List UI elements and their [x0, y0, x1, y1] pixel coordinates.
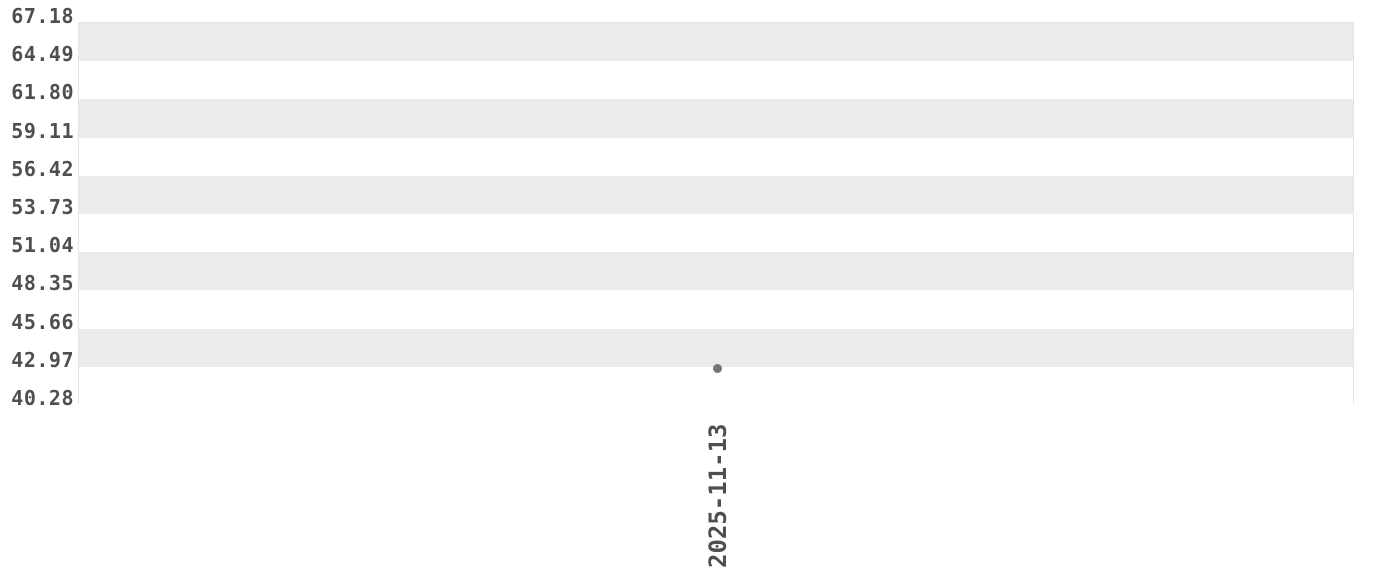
y-tick-label: 64.49 — [11, 42, 74, 67]
y-tick-label: 61.80 — [11, 80, 74, 105]
grid-band — [79, 214, 1353, 253]
grid-band — [79, 61, 1353, 100]
grid-band — [79, 175, 1353, 214]
grid-band — [79, 366, 1353, 405]
grid-band — [79, 23, 1353, 62]
y-tick-label: 53.73 — [11, 195, 74, 219]
grid-band — [79, 290, 1353, 329]
plot-area — [78, 22, 1354, 405]
grid-band — [79, 137, 1353, 176]
grid-band — [79, 328, 1353, 367]
y-tick-label: 67.18 — [11, 4, 74, 28]
grid-band — [79, 252, 1353, 291]
y-tick-label: 42.97 — [11, 347, 74, 372]
y-tick-label: 59.11 — [11, 118, 74, 143]
x-tick-label: 2025-11-13 — [704, 423, 732, 569]
y-tick-label: 45.66 — [11, 309, 74, 334]
y-tick-label: 40.28 — [11, 386, 74, 410]
y-tick-label: 48.35 — [11, 271, 74, 296]
grid-band — [79, 99, 1353, 138]
y-tick-label: 51.04 — [11, 233, 74, 258]
data-point — [712, 364, 722, 373]
y-tick-label: 56.42 — [11, 156, 74, 181]
